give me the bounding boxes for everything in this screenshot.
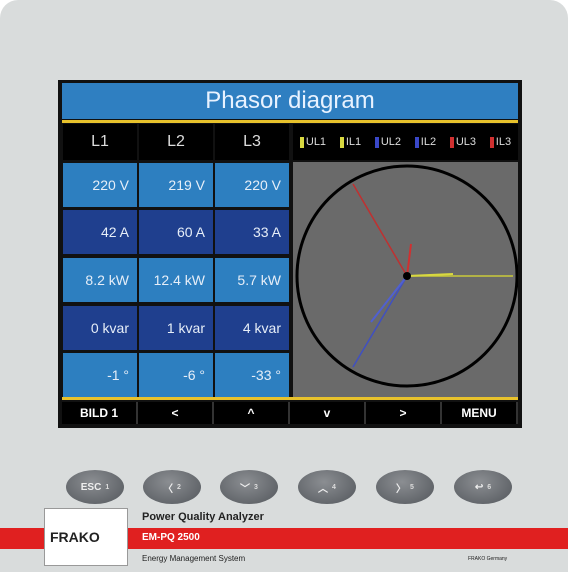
- column-header: L3: [215, 124, 289, 160]
- brand-logo: FRAKO: [50, 529, 100, 545]
- legend-label: IL2: [421, 136, 436, 148]
- softkey[interactable]: ^: [214, 402, 290, 424]
- legend-label: IL1: [346, 136, 361, 148]
- legend-swatch: [490, 137, 494, 148]
- legend-item: IL3: [490, 136, 511, 148]
- legend-swatch: [340, 137, 344, 148]
- table-cell: -33 °: [215, 353, 289, 397]
- separator: [62, 120, 518, 123]
- hardware-button[interactable]: ︿4: [298, 470, 356, 504]
- table-cell: -6 °: [139, 353, 213, 397]
- button-label: ︿: [318, 480, 328, 495]
- softkey[interactable]: <: [138, 402, 214, 424]
- phasor-ul2: [353, 276, 407, 367]
- column-header: L1: [63, 124, 137, 160]
- legend-swatch: [300, 137, 304, 148]
- legend-item: IL2: [415, 136, 436, 148]
- button-number: 3: [254, 484, 258, 491]
- softkey[interactable]: v: [290, 402, 366, 424]
- product-line: Power Quality Analyzer: [142, 511, 264, 523]
- button-number: 6: [487, 484, 491, 491]
- legend-swatch: [450, 137, 454, 148]
- table-cell: 0 kvar: [63, 306, 137, 350]
- table-cell: 220 V: [215, 163, 289, 207]
- table-cell: 42 A: [63, 210, 137, 254]
- origin: FRAKO Germany: [468, 556, 507, 562]
- legend-item: UL2: [375, 136, 401, 148]
- softkey[interactable]: MENU: [442, 402, 518, 424]
- column-header: L2: [139, 124, 213, 160]
- hardware-button[interactable]: ﹀3: [220, 470, 278, 504]
- table-cell: 8.2 kW: [63, 258, 137, 302]
- separator: [62, 397, 518, 400]
- legend: UL1 IL1 UL2 IL2 UL3 IL3: [293, 124, 518, 160]
- table-cell: 60 A: [139, 210, 213, 254]
- legend-label: UL3: [456, 136, 476, 148]
- legend-swatch: [375, 137, 379, 148]
- table-cell: -1 °: [63, 353, 137, 397]
- phasor-il3: [407, 244, 411, 276]
- legend-swatch: [415, 137, 419, 148]
- hardware-button[interactable]: ↩6: [454, 470, 512, 504]
- button-label: ﹀: [240, 480, 250, 495]
- legend-label: UL1: [306, 136, 326, 148]
- table-cell: 219 V: [139, 163, 213, 207]
- table-cell: 5.7 kW: [215, 258, 289, 302]
- legend-label: UL2: [381, 136, 401, 148]
- phasor-il2: [371, 276, 407, 322]
- phasor-diagram: [293, 162, 518, 397]
- screen-title: Phasor diagram: [62, 83, 518, 119]
- button-number: 2: [177, 484, 181, 491]
- table-cell: 12.4 kW: [139, 258, 213, 302]
- button-label: ESC: [81, 482, 102, 493]
- button-number: 1: [105, 484, 109, 491]
- legend-label: IL3: [496, 136, 511, 148]
- table-cell: 1 kvar: [139, 306, 213, 350]
- model: EM-PQ 2500: [142, 532, 200, 543]
- table-cell: 33 A: [215, 210, 289, 254]
- hardware-button[interactable]: 〉5: [376, 470, 434, 504]
- legend-item: IL1: [340, 136, 361, 148]
- table-cell: 4 kvar: [215, 306, 289, 350]
- phasor-ul3: [353, 184, 407, 276]
- device: Phasor diagram FRAKO Power Quality Analy…: [0, 0, 568, 572]
- system-name: Energy Management System: [142, 554, 245, 563]
- button-number: 4: [332, 484, 336, 491]
- button-label: 〉: [396, 480, 406, 495]
- hardware-button[interactable]: 〈2: [143, 470, 201, 504]
- table-cell: 220 V: [63, 163, 137, 207]
- phasor-panel: [293, 162, 518, 397]
- legend-item: UL1: [300, 136, 326, 148]
- button-number: 5: [410, 484, 414, 491]
- softkey[interactable]: BILD 1: [62, 402, 138, 424]
- button-label: ↩: [475, 482, 483, 493]
- phasor-center: [403, 272, 411, 280]
- button-label: 〈: [163, 480, 173, 495]
- legend-item: UL3: [450, 136, 476, 148]
- softkey[interactable]: >: [366, 402, 442, 424]
